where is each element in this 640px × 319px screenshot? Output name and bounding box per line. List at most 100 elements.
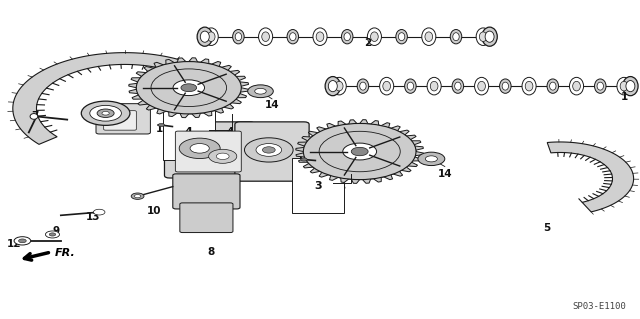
Circle shape xyxy=(303,123,416,180)
Ellipse shape xyxy=(525,81,533,91)
Circle shape xyxy=(179,138,220,159)
Circle shape xyxy=(351,147,368,156)
Ellipse shape xyxy=(332,77,346,95)
Ellipse shape xyxy=(200,31,209,42)
Circle shape xyxy=(216,153,229,160)
Polygon shape xyxy=(547,142,634,212)
Ellipse shape xyxy=(485,31,494,42)
Ellipse shape xyxy=(477,81,485,91)
Text: 13: 13 xyxy=(86,212,100,222)
Circle shape xyxy=(93,209,105,215)
Ellipse shape xyxy=(316,32,324,41)
Ellipse shape xyxy=(550,82,556,90)
Ellipse shape xyxy=(476,28,490,45)
Ellipse shape xyxy=(407,82,413,90)
Circle shape xyxy=(209,149,237,163)
FancyBboxPatch shape xyxy=(173,174,240,209)
Ellipse shape xyxy=(570,77,584,95)
Circle shape xyxy=(181,84,196,92)
Ellipse shape xyxy=(259,28,273,45)
Circle shape xyxy=(90,105,122,121)
Polygon shape xyxy=(13,53,227,144)
Text: 12: 12 xyxy=(7,239,21,249)
Ellipse shape xyxy=(422,28,436,45)
Ellipse shape xyxy=(367,28,381,45)
FancyBboxPatch shape xyxy=(180,203,233,233)
Circle shape xyxy=(262,147,275,153)
Circle shape xyxy=(244,138,293,162)
Ellipse shape xyxy=(623,77,638,96)
Text: FR.: FR. xyxy=(54,248,75,258)
Circle shape xyxy=(158,123,164,127)
Circle shape xyxy=(248,85,273,98)
FancyBboxPatch shape xyxy=(175,131,241,172)
Ellipse shape xyxy=(236,33,242,41)
Ellipse shape xyxy=(474,77,489,95)
Ellipse shape xyxy=(380,77,394,95)
Ellipse shape xyxy=(479,32,487,41)
Ellipse shape xyxy=(396,30,407,44)
Ellipse shape xyxy=(233,30,244,44)
Text: 3: 3 xyxy=(314,181,322,191)
Circle shape xyxy=(134,195,141,198)
FancyBboxPatch shape xyxy=(96,104,150,134)
FancyBboxPatch shape xyxy=(164,122,255,178)
Circle shape xyxy=(256,144,282,156)
Ellipse shape xyxy=(335,81,343,91)
Text: 1: 1 xyxy=(620,92,628,102)
Circle shape xyxy=(301,158,307,161)
Circle shape xyxy=(136,62,241,114)
Text: 10: 10 xyxy=(147,205,161,216)
Ellipse shape xyxy=(262,32,269,41)
Circle shape xyxy=(49,233,56,236)
Circle shape xyxy=(81,101,130,125)
Text: 7: 7 xyxy=(31,111,39,122)
Ellipse shape xyxy=(427,77,441,95)
Circle shape xyxy=(190,144,209,153)
Ellipse shape xyxy=(287,30,298,44)
Circle shape xyxy=(173,80,205,96)
Text: SP03-E1100: SP03-E1100 xyxy=(572,302,626,311)
Ellipse shape xyxy=(430,81,438,91)
Ellipse shape xyxy=(425,32,433,41)
Ellipse shape xyxy=(482,27,497,46)
Circle shape xyxy=(97,109,114,117)
Ellipse shape xyxy=(342,30,353,44)
Ellipse shape xyxy=(502,82,509,90)
Text: 6: 6 xyxy=(108,108,116,118)
Circle shape xyxy=(45,231,60,238)
Ellipse shape xyxy=(398,33,404,41)
Ellipse shape xyxy=(344,33,351,41)
Text: 14: 14 xyxy=(265,100,279,110)
Text: 9: 9 xyxy=(52,226,60,236)
Ellipse shape xyxy=(325,77,340,96)
FancyBboxPatch shape xyxy=(235,122,309,181)
Text: 5: 5 xyxy=(543,223,551,233)
Ellipse shape xyxy=(207,32,215,41)
Polygon shape xyxy=(296,120,424,183)
Text: 3: 3 xyxy=(339,182,346,192)
FancyBboxPatch shape xyxy=(104,111,136,130)
Ellipse shape xyxy=(30,114,38,119)
Text: 11: 11 xyxy=(297,154,311,165)
Ellipse shape xyxy=(573,81,580,91)
Ellipse shape xyxy=(547,79,559,93)
Ellipse shape xyxy=(617,77,631,95)
Ellipse shape xyxy=(620,81,628,91)
Ellipse shape xyxy=(197,27,212,46)
Text: 14: 14 xyxy=(438,169,452,179)
Text: 8: 8 xyxy=(207,247,215,257)
Ellipse shape xyxy=(595,79,606,93)
Ellipse shape xyxy=(454,82,461,90)
Ellipse shape xyxy=(204,28,218,45)
Ellipse shape xyxy=(452,79,463,93)
Circle shape xyxy=(131,193,144,199)
Ellipse shape xyxy=(453,33,459,41)
Circle shape xyxy=(418,152,445,166)
Circle shape xyxy=(19,239,26,243)
Ellipse shape xyxy=(371,32,378,41)
Text: 2: 2 xyxy=(364,38,372,48)
Ellipse shape xyxy=(597,82,604,90)
Text: 4: 4 xyxy=(185,127,193,137)
Ellipse shape xyxy=(500,79,511,93)
